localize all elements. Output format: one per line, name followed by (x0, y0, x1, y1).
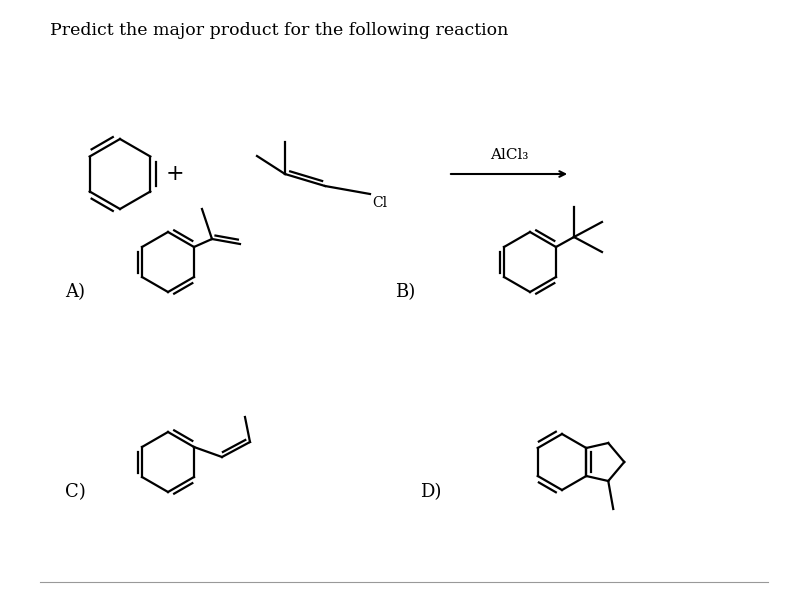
Text: +: + (166, 163, 184, 185)
Text: B): B) (395, 283, 415, 301)
Text: C): C) (65, 483, 86, 501)
Text: D): D) (420, 483, 441, 501)
Text: AlCl₃: AlCl₃ (490, 148, 528, 162)
Text: Cl: Cl (372, 196, 387, 210)
Text: Predict the major product for the following reaction: Predict the major product for the follow… (50, 22, 508, 39)
Text: A): A) (65, 283, 85, 301)
